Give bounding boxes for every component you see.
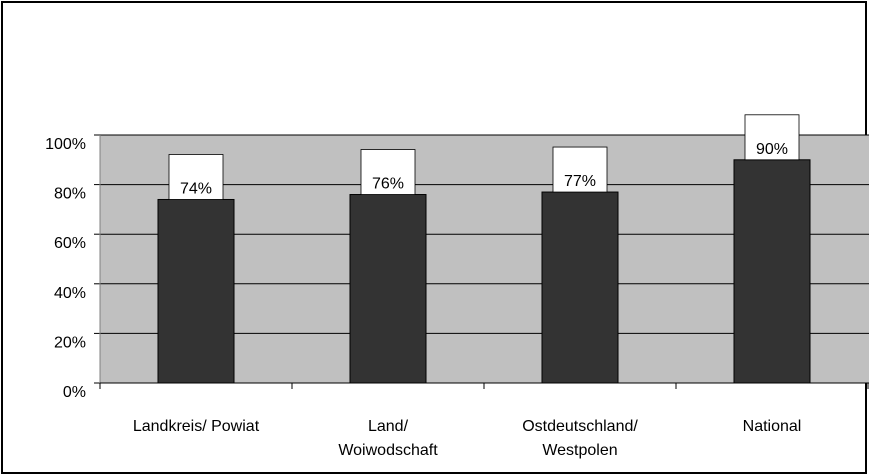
value-label: 90% bbox=[756, 141, 788, 158]
bar bbox=[733, 159, 811, 384]
bar bbox=[349, 194, 427, 384]
bar bbox=[541, 191, 619, 384]
value-label-box bbox=[552, 146, 608, 193]
value-label-box bbox=[360, 149, 416, 195]
bar bbox=[157, 198, 235, 384]
y-tick-label: 40% bbox=[54, 285, 86, 302]
y-tick-label: 0% bbox=[63, 384, 86, 401]
value-label-box bbox=[168, 154, 224, 200]
y-tick-label: 60% bbox=[54, 235, 86, 252]
value-label: 74% bbox=[180, 180, 212, 197]
x-tick-label: Landkreis/ Powiat bbox=[132, 418, 260, 435]
y-tick-label: 80% bbox=[54, 186, 86, 203]
x-tick-label: Land/ Woiwodschaft bbox=[338, 418, 438, 459]
x-tick-label: National bbox=[742, 418, 802, 435]
value-label: 77% bbox=[564, 173, 596, 190]
value-label-box bbox=[744, 114, 800, 161]
value-label: 76% bbox=[372, 176, 404, 193]
x-tick-label: Ostdeutschland/ Westpolen bbox=[522, 418, 638, 459]
y-tick-label: 20% bbox=[54, 334, 86, 351]
y-tick-label: 100% bbox=[45, 136, 86, 153]
